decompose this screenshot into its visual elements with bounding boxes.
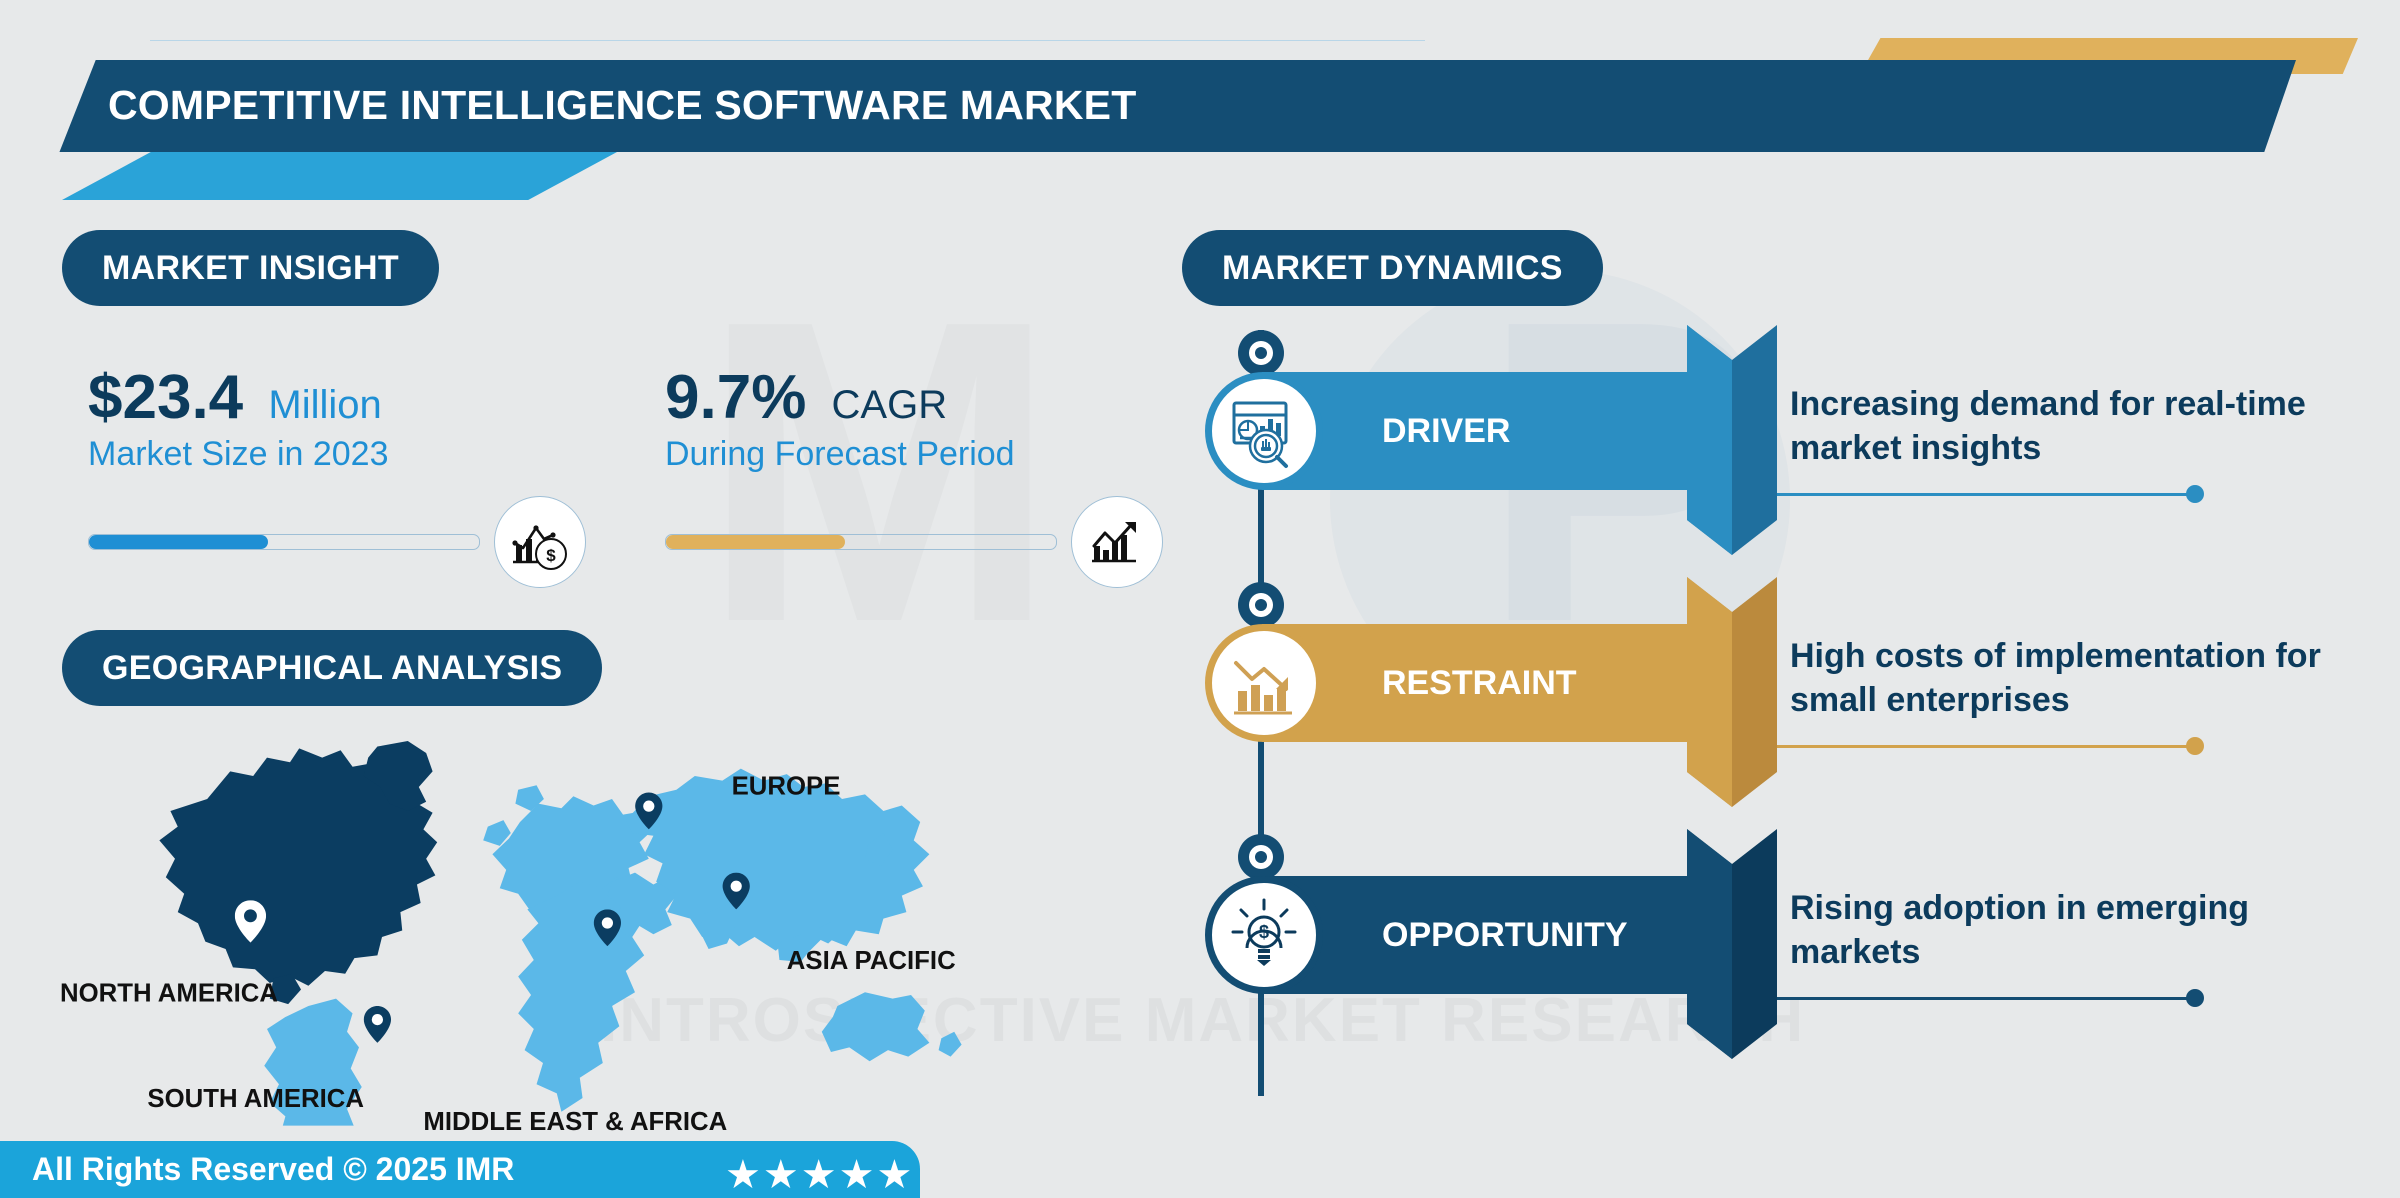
svg-text:$: $ <box>546 546 556 565</box>
